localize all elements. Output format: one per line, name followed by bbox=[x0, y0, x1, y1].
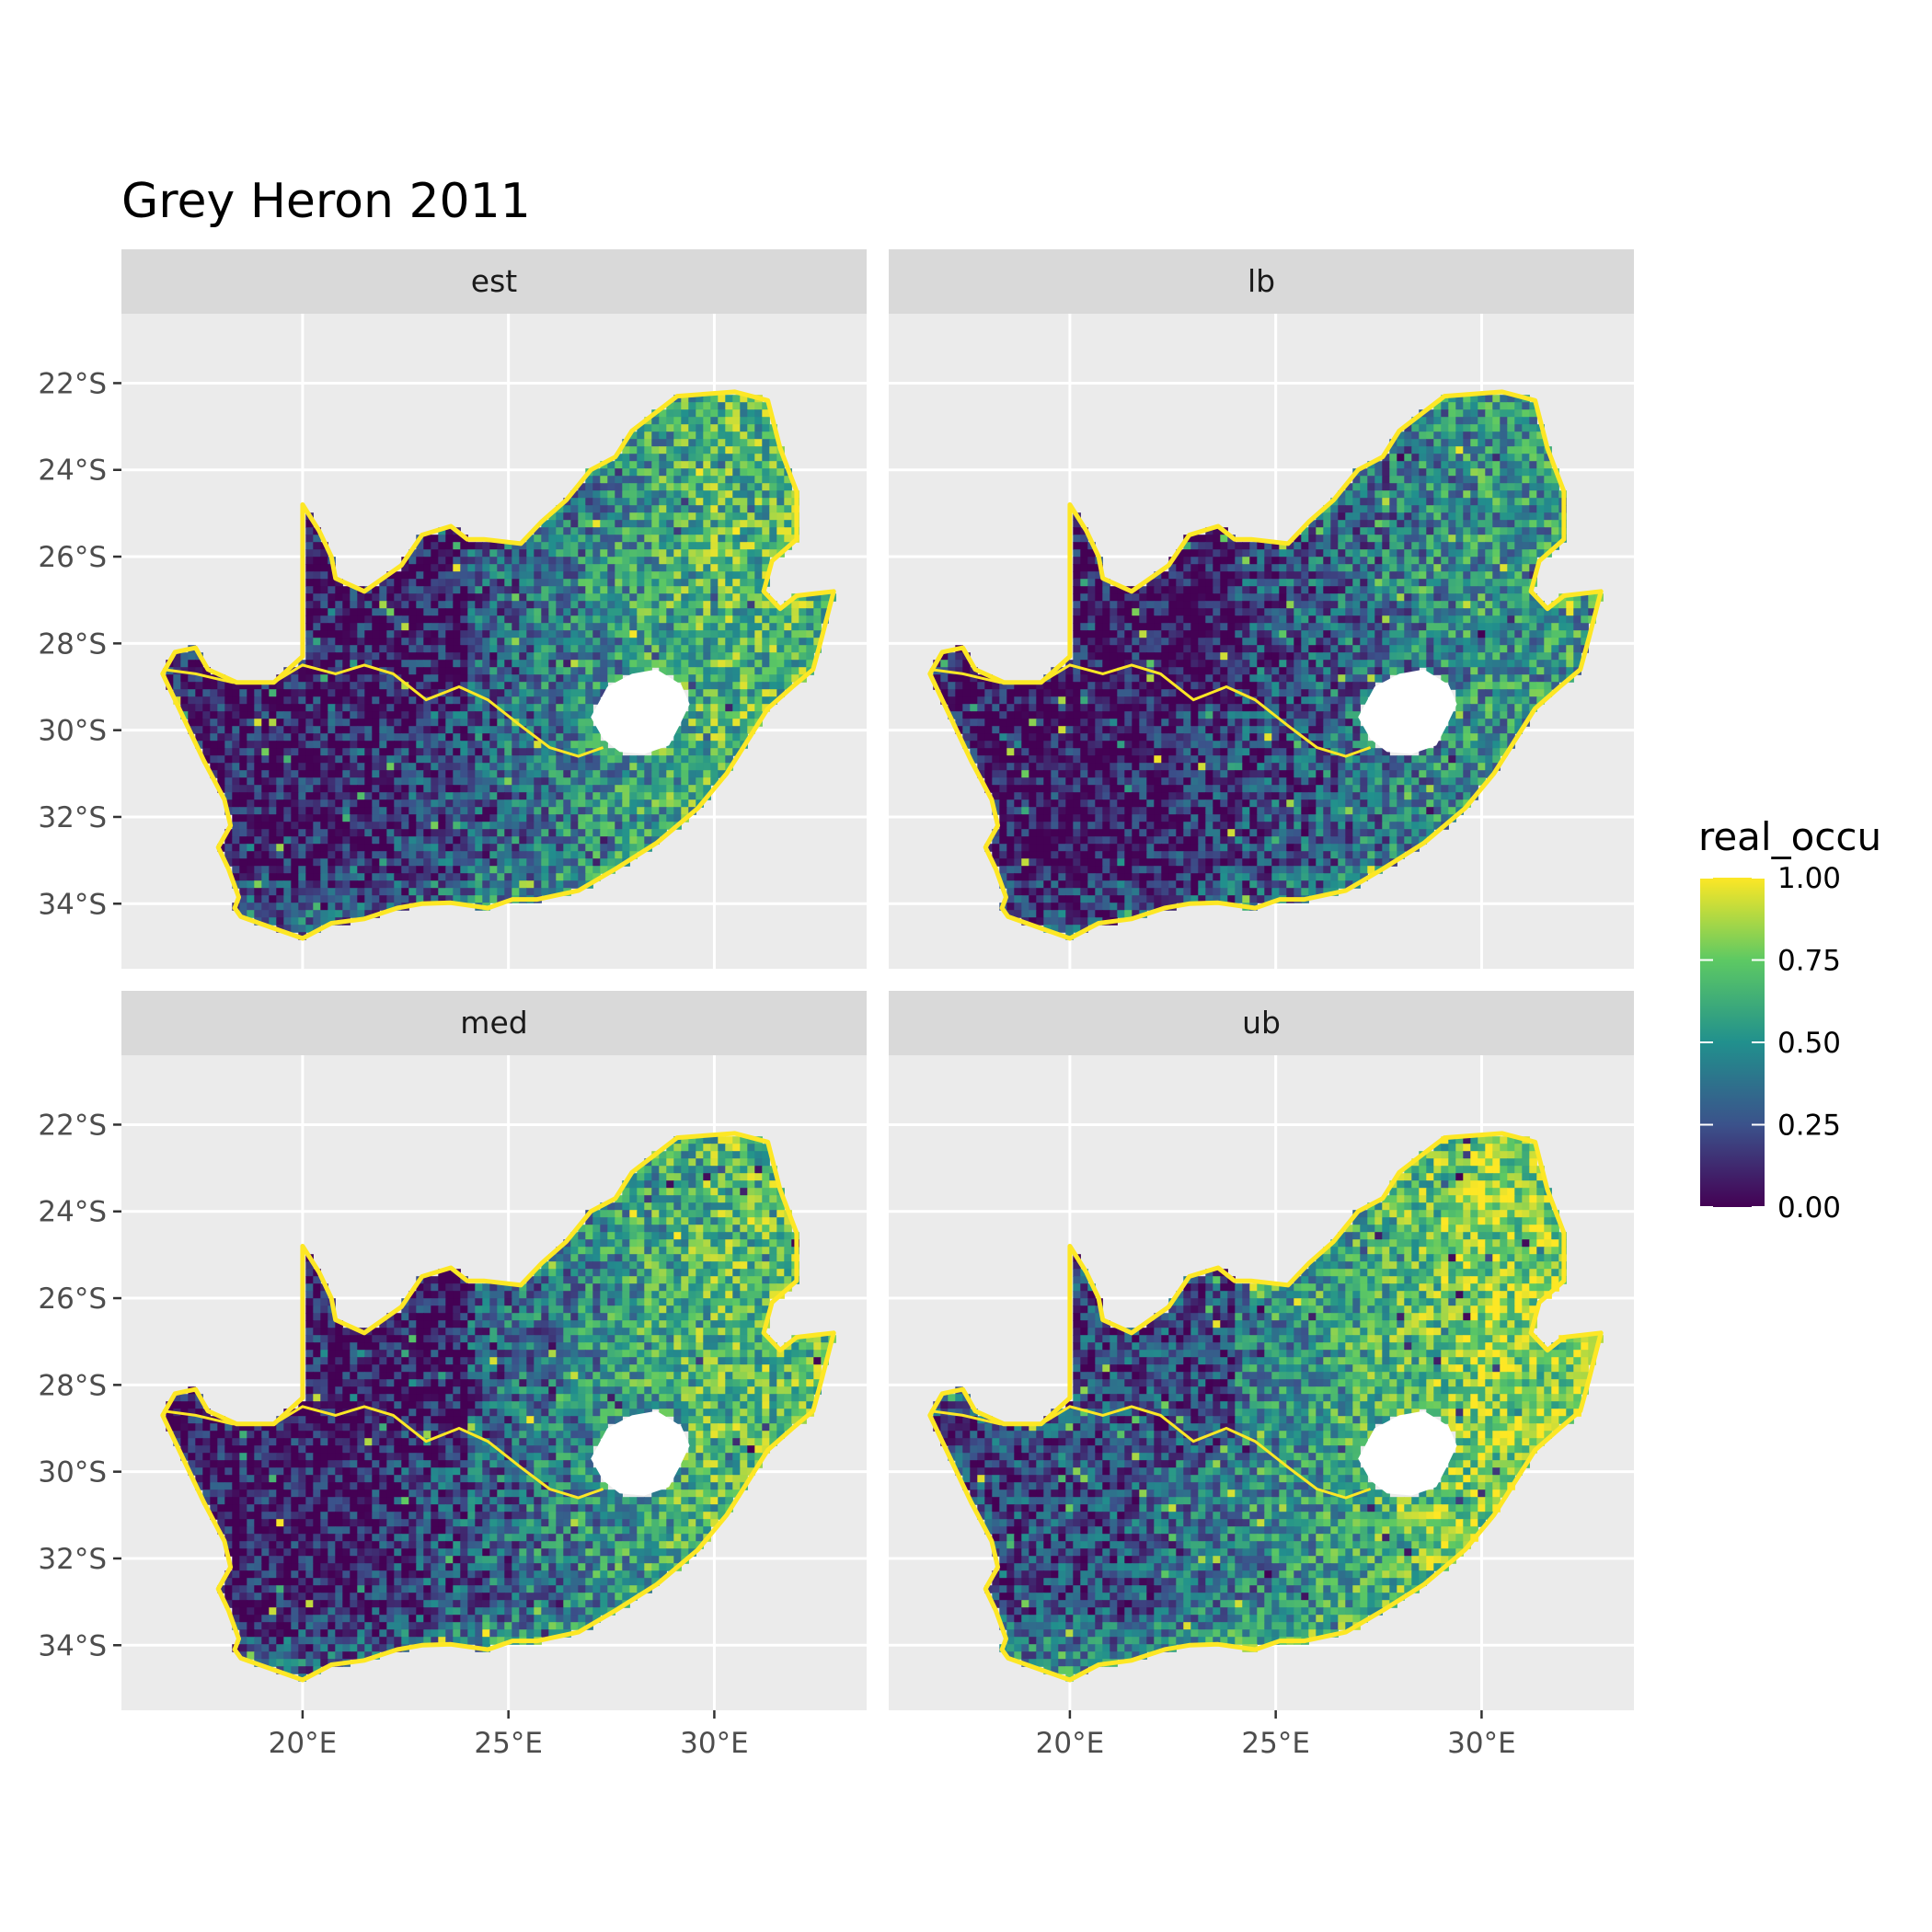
lesotho-gap bbox=[1358, 669, 1457, 754]
facet-strip-label: lb bbox=[1248, 263, 1275, 299]
y-tick-label: 34°S bbox=[38, 1629, 107, 1662]
y-tick-label: 24°S bbox=[38, 454, 107, 488]
legend-label: 0.00 bbox=[1777, 1191, 1841, 1225]
legend-title: real_occu bbox=[1698, 814, 1881, 859]
facet-strip bbox=[121, 249, 867, 314]
facet-est: est 22°S 24°S 26°S 28°S 30°S 32°S 34°S bbox=[38, 249, 867, 969]
x-tick-label: 20°E bbox=[269, 1727, 338, 1760]
facet-med: med 22°S 24°S 26°S 28°S 30°S 32°S 34°S 20°E 25°E 3… bbox=[38, 991, 867, 1760]
facet-strip bbox=[889, 249, 1634, 314]
occupancy-raster bbox=[166, 395, 836, 940]
x-tick-label: 20°E bbox=[1036, 1727, 1105, 1760]
y-tick-label: 22°S bbox=[38, 1109, 107, 1142]
y-tick-label: 24°S bbox=[38, 1196, 107, 1229]
lesotho-gap bbox=[1358, 1410, 1457, 1496]
y-tick-label: 30°S bbox=[38, 715, 107, 748]
x-tick-label: 30°E bbox=[1447, 1727, 1516, 1760]
coastline bbox=[160, 389, 836, 941]
x-tick-label: 30°E bbox=[680, 1727, 749, 1760]
facet-lb: lb bbox=[889, 249, 1634, 969]
y-tick-label: 26°S bbox=[38, 1282, 107, 1316]
y-tick-label: 28°S bbox=[38, 627, 107, 661]
y-tick-label: 30°S bbox=[38, 1456, 107, 1489]
x-tick-label: 25°E bbox=[1241, 1727, 1310, 1760]
y-tick-label: 32°S bbox=[38, 801, 107, 834]
y-tick-label: 26°S bbox=[38, 541, 107, 574]
coastline bbox=[160, 1131, 836, 1683]
legend-label: 0.50 bbox=[1777, 1027, 1841, 1060]
coastline bbox=[927, 1131, 1604, 1683]
facet-strip-label: ub bbox=[1242, 1005, 1281, 1041]
lesotho-gap bbox=[591, 669, 690, 754]
y-tick-label: 32°S bbox=[38, 1543, 107, 1576]
facet-ub: ub 20°E 25°E 30°E bbox=[889, 991, 1634, 1760]
occupancy-raster bbox=[933, 1136, 1604, 1682]
facet-strip bbox=[121, 991, 867, 1055]
legend-label: 0.75 bbox=[1777, 945, 1841, 978]
lesotho-gap bbox=[591, 1410, 690, 1496]
y-tick-label: 22°S bbox=[38, 367, 107, 400]
y-tick-label: 28°S bbox=[38, 1369, 107, 1402]
x-tick-label: 25°E bbox=[474, 1727, 543, 1760]
plot-title: Grey Heron 2011 bbox=[121, 174, 531, 229]
facet-strip-label: med bbox=[460, 1005, 527, 1041]
y-tick-label: 34°S bbox=[38, 888, 107, 921]
coastline bbox=[927, 389, 1604, 941]
occupancy-raster bbox=[166, 1136, 836, 1682]
facet-panels: est 22°S 24°S 26°S 28°S 30°S 32°S 34°S lb med 22°S… bbox=[38, 249, 1634, 1760]
colorbar-legend: real_occu 1.00 0.75 0.50 0.25 0.00 bbox=[1698, 814, 1881, 1225]
legend-label: 1.00 bbox=[1777, 862, 1841, 895]
facet-strip bbox=[889, 991, 1634, 1055]
legend-label: 0.25 bbox=[1777, 1110, 1841, 1143]
facet-strip-label: est bbox=[471, 263, 517, 299]
